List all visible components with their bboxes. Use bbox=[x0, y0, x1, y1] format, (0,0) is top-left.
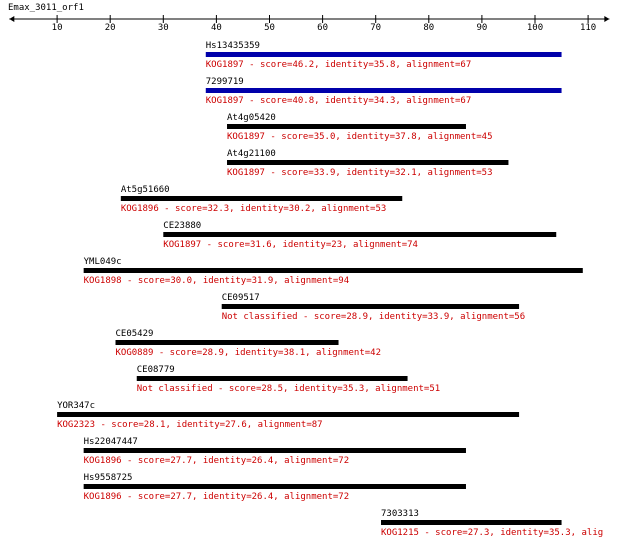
hit-name: 7303313 bbox=[381, 509, 419, 519]
x-tick-label: 90 bbox=[476, 23, 487, 33]
alignment-bar bbox=[83, 448, 466, 453]
x-tick-label: 80 bbox=[423, 23, 434, 33]
hit-name: At4g05420 bbox=[227, 113, 276, 123]
x-tick-label: 100 bbox=[527, 23, 543, 33]
hit-description: Not classified - score=28.9, identity=33… bbox=[222, 312, 525, 322]
alignment-bar bbox=[205, 88, 562, 93]
hit-description: KOG2323 - score=28.1, identity=27.6, ali… bbox=[57, 420, 323, 430]
axis-arrow bbox=[604, 16, 610, 22]
alignment-bar bbox=[83, 484, 466, 489]
hit-description: KOG1897 - score=40.8, identity=34.3, ali… bbox=[206, 96, 472, 106]
hit-name: Hs22047447 bbox=[84, 437, 138, 447]
x-tick-label: 40 bbox=[211, 23, 222, 33]
alignment-bar bbox=[83, 268, 583, 273]
alignment-bar bbox=[227, 124, 466, 129]
alignment-bar bbox=[57, 412, 520, 417]
hit-description: KOG0889 - score=28.9, identity=38.1, ali… bbox=[116, 348, 382, 358]
hit-description: KOG1897 - score=33.9, identity=32.1, ali… bbox=[227, 168, 493, 178]
hit-name: CE08779 bbox=[137, 365, 175, 375]
chart-title: Emax_3011_orf1 bbox=[8, 3, 84, 13]
hit-name: CE05429 bbox=[116, 329, 154, 339]
hit-description: KOG1896 - score=27.7, identity=26.4, ali… bbox=[84, 492, 350, 502]
x-tick-label: 10 bbox=[52, 23, 63, 33]
hit-description: KOG1897 - score=31.6, identity=23, align… bbox=[163, 240, 418, 250]
hit-name: At4g21100 bbox=[227, 149, 276, 159]
alignment-bar bbox=[205, 52, 562, 57]
hit-description: KOG1215 - score=27.3, identity=35.3, ali… bbox=[381, 528, 603, 538]
hit-description: KOG1897 - score=46.2, identity=35.8, ali… bbox=[206, 60, 472, 70]
hit-name: YOR347c bbox=[57, 401, 95, 411]
hit-name: Hs13435359 bbox=[206, 41, 260, 51]
alignment-bar bbox=[163, 232, 557, 237]
alignment-bar bbox=[381, 520, 562, 525]
hit-name: 7299719 bbox=[206, 77, 244, 87]
hit-description: KOG1896 - score=27.7, identity=26.4, ali… bbox=[84, 456, 350, 466]
alignment-bar bbox=[115, 340, 339, 345]
hit-name: At5g51660 bbox=[121, 185, 170, 195]
alignment-bar bbox=[136, 376, 408, 381]
axis-arrow bbox=[9, 16, 15, 22]
alignment-bar bbox=[120, 196, 403, 201]
hit-description: Not classified - score=28.5, identity=35… bbox=[137, 384, 440, 394]
alignment-bar bbox=[221, 304, 520, 309]
hit-description: KOG1898 - score=30.0, identity=31.9, ali… bbox=[84, 276, 350, 286]
x-tick-label: 50 bbox=[264, 23, 275, 33]
alignment-bar bbox=[227, 160, 509, 165]
hit-description: KOG1897 - score=35.0, identity=37.8, ali… bbox=[227, 132, 493, 142]
x-tick-label: 60 bbox=[317, 23, 328, 33]
x-tick-label: 20 bbox=[105, 23, 116, 33]
x-tick-label: 70 bbox=[370, 23, 381, 33]
hit-name: CE23880 bbox=[163, 221, 201, 231]
hit-name: CE09517 bbox=[222, 293, 260, 303]
hit-description: KOG1896 - score=32.3, identity=30.2, ali… bbox=[121, 204, 387, 214]
x-tick-label: 30 bbox=[158, 23, 169, 33]
hit-name: Hs9558725 bbox=[84, 473, 133, 483]
hit-name: YML049c bbox=[84, 257, 122, 267]
x-tick-label: 110 bbox=[580, 23, 596, 33]
